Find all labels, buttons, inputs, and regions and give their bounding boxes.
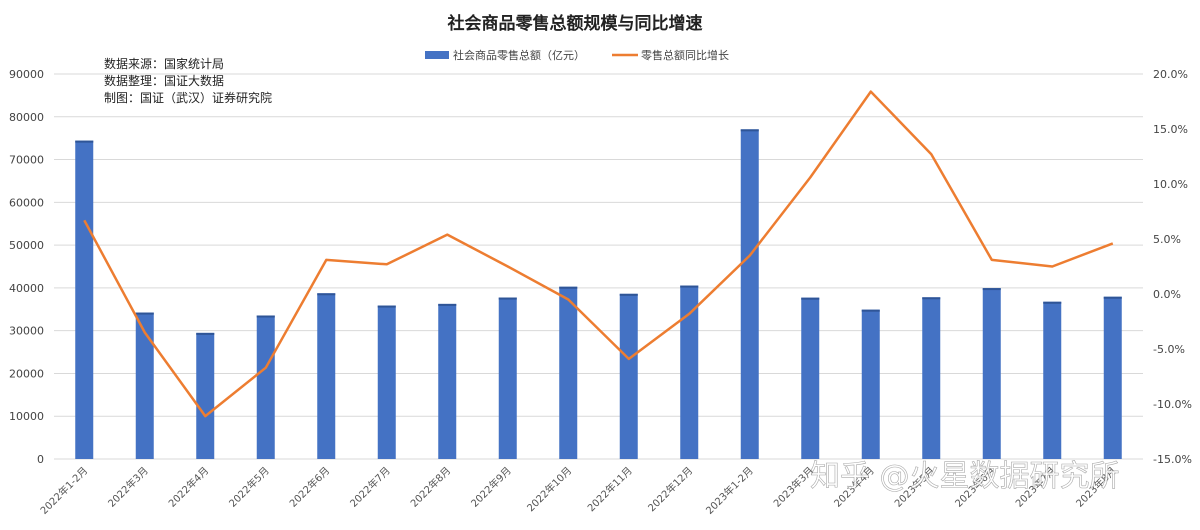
x-axis-tick-label: 2022年6月 bbox=[287, 464, 333, 510]
left-axis-tick-label: 10000 bbox=[9, 410, 44, 423]
bar bbox=[740, 129, 759, 459]
x-axis-tick-label: 2022年10月 bbox=[524, 464, 574, 514]
legend-line-label: 零售总额同比增长 bbox=[641, 48, 729, 62]
right-axis: -15.0% -10.0% -5.0% 0.0% 5.0% 10.0% 15.0% 20.0% bbox=[1153, 68, 1192, 466]
source-note-2: 数据整理：国证大数据 bbox=[104, 73, 224, 88]
bar-cap bbox=[1043, 301, 1062, 304]
left-axis: 0 10000 20000 30000 40000 50000 60000 70000 8000… bbox=[9, 68, 44, 466]
bar-cap bbox=[317, 293, 336, 296]
right-axis-tick-label: -5.0% bbox=[1153, 343, 1185, 356]
x-axis-tick-label: 2022年3月 bbox=[105, 464, 151, 510]
line-series bbox=[83, 90, 1114, 418]
bar bbox=[75, 140, 94, 459]
bar bbox=[922, 297, 941, 459]
left-axis-tick-label: 0 bbox=[37, 453, 44, 466]
left-axis-tick-label: 50000 bbox=[9, 239, 44, 252]
bar-series bbox=[75, 129, 1122, 459]
left-axis-tick-label: 40000 bbox=[9, 282, 44, 295]
chart-title: 社会商品零售总额规模与同比增速 bbox=[447, 13, 703, 34]
bar bbox=[559, 286, 578, 459]
bar bbox=[861, 309, 880, 459]
right-axis-tick-label: 20.0% bbox=[1153, 68, 1188, 81]
x-axis-tick-label: 2022年12月 bbox=[645, 464, 695, 514]
growth-line bbox=[83, 90, 1114, 418]
bar-cap bbox=[135, 312, 154, 315]
bar bbox=[498, 297, 517, 459]
right-axis-tick-label: 10.0% bbox=[1153, 178, 1188, 191]
bar-cap bbox=[196, 332, 215, 335]
bar bbox=[619, 293, 638, 459]
bar bbox=[1103, 296, 1122, 459]
bar bbox=[196, 332, 215, 459]
bar-cap bbox=[377, 305, 396, 308]
bar-cap bbox=[861, 309, 880, 312]
x-axis-tick-label: 2022年5月 bbox=[226, 464, 272, 510]
bar bbox=[377, 305, 396, 459]
grid bbox=[54, 73, 1143, 460]
bar-cap bbox=[1103, 296, 1122, 299]
x-axis-tick-label: 2022年11月 bbox=[585, 464, 635, 514]
bar bbox=[438, 303, 457, 459]
bar bbox=[801, 297, 820, 459]
bar-cap bbox=[438, 303, 457, 306]
x-axis-tick-label: 2022年7月 bbox=[347, 464, 393, 510]
bar bbox=[982, 288, 1001, 459]
bar-cap bbox=[559, 286, 578, 289]
bar-cap bbox=[740, 129, 759, 132]
left-axis-tick-label: 90000 bbox=[9, 68, 44, 81]
right-axis-tick-label: 0.0% bbox=[1153, 288, 1181, 301]
bar bbox=[317, 293, 336, 459]
bar bbox=[680, 285, 699, 459]
bar-cap bbox=[75, 140, 94, 143]
x-axis-tick-label: 2022年8月 bbox=[408, 464, 454, 510]
right-axis-tick-label: 5.0% bbox=[1153, 233, 1181, 246]
bar-cap bbox=[680, 285, 699, 288]
right-axis-tick-label: 15.0% bbox=[1153, 123, 1188, 136]
legend-bar-swatch bbox=[425, 51, 449, 59]
bar bbox=[1043, 301, 1062, 459]
bar bbox=[256, 315, 275, 459]
left-axis-tick-label: 20000 bbox=[9, 367, 44, 380]
left-axis-tick-label: 60000 bbox=[9, 196, 44, 209]
left-axis-tick-label: 70000 bbox=[9, 154, 44, 167]
x-axis-tick-label: 2022年9月 bbox=[468, 464, 514, 510]
watermark: 知乎 @火星数据研究所 bbox=[810, 459, 1120, 494]
source-notes: 数据来源：国家统计局 数据整理：国证大数据 制图：国证（武汉）证券研究院 bbox=[104, 56, 272, 105]
bar-cap bbox=[982, 288, 1001, 291]
left-axis-tick-label: 30000 bbox=[9, 325, 44, 338]
right-axis-tick-label: -10.0% bbox=[1153, 398, 1192, 411]
bar-cap bbox=[619, 293, 638, 296]
x-axis-tick-label: 2022年1-2月 bbox=[37, 464, 90, 517]
bar-cap bbox=[922, 297, 941, 300]
right-axis-tick-label: -15.0% bbox=[1153, 453, 1192, 466]
bar-cap bbox=[801, 297, 820, 300]
legend: 社会商品零售总额（亿元） 零售总额同比增长 bbox=[425, 48, 729, 62]
left-axis-tick-label: 80000 bbox=[9, 111, 44, 124]
source-note-1: 数据来源：国家统计局 bbox=[104, 56, 224, 71]
x-axis-tick-label: 2023年1-2月 bbox=[703, 464, 756, 517]
x-axis-tick-label: 2022年4月 bbox=[166, 464, 212, 510]
bar-cap bbox=[498, 297, 517, 300]
legend-bar-label: 社会商品零售总额（亿元） bbox=[453, 48, 585, 62]
bar bbox=[135, 312, 154, 459]
bar-cap bbox=[256, 315, 275, 318]
source-note-3: 制图：国证（武汉）证券研究院 bbox=[104, 90, 272, 105]
